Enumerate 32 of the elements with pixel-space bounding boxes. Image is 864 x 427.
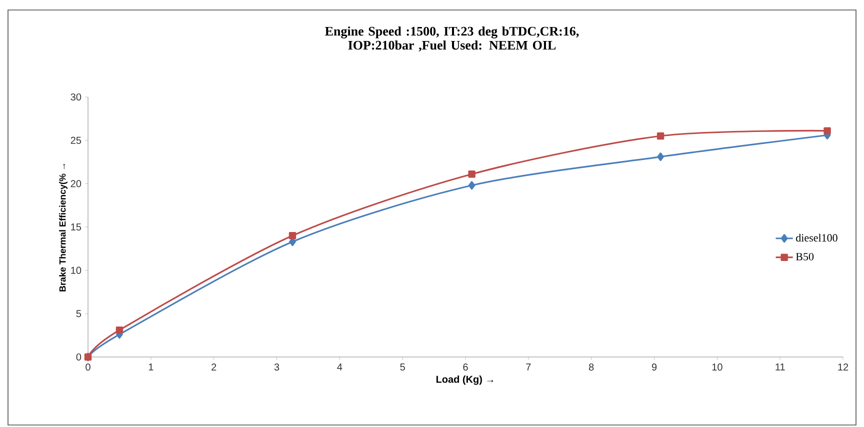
legend-label: B50 — [796, 252, 814, 260]
x-axis-title: Load (Kg) → — [436, 375, 494, 385]
x-tick-label: 6 — [463, 364, 468, 371]
x-tick-label: 5 — [400, 364, 405, 370]
point — [657, 152, 664, 162]
x-tick-label: 11 — [776, 364, 785, 370]
x-tick-label: 7 — [526, 364, 531, 370]
legend-label: diesel100 — [796, 234, 838, 242]
x-tick-label: 3 — [274, 364, 280, 371]
x-tick-label: 12 — [838, 364, 848, 370]
y-tick-label: 20 — [70, 180, 82, 188]
point — [468, 170, 476, 178]
y-tick-label: 25 — [70, 136, 82, 144]
point — [468, 181, 476, 190]
x-tick-label: 1 — [148, 364, 154, 370]
y-tick-label: 5 — [76, 310, 82, 318]
point — [288, 232, 296, 240]
y-tick-label: 30 — [70, 93, 82, 101]
x-tick-label: 10 — [712, 364, 722, 371]
x-tick-label: 9 — [652, 364, 657, 371]
point — [656, 132, 664, 140]
x-tick-label: 2 — [212, 364, 216, 370]
x-tick-label: 0 — [86, 364, 90, 371]
y-tick-label: 0 — [76, 353, 82, 361]
y-tick-label: 10 — [71, 266, 82, 274]
y-axis-title: Brake Thermal Efficiency(% → — [59, 164, 68, 292]
x-tick-label: 8 — [588, 364, 594, 371]
y-tick-label: 15 — [71, 223, 82, 230]
point — [824, 127, 831, 134]
point — [116, 326, 124, 334]
chart-title: Engine Speed :1500, IT:23 deg bTDC,CR:16, IOP:210bar ,Fuel Used: NEEM OIL — [325, 26, 579, 52]
x-tick-label: 4 — [337, 364, 342, 370]
